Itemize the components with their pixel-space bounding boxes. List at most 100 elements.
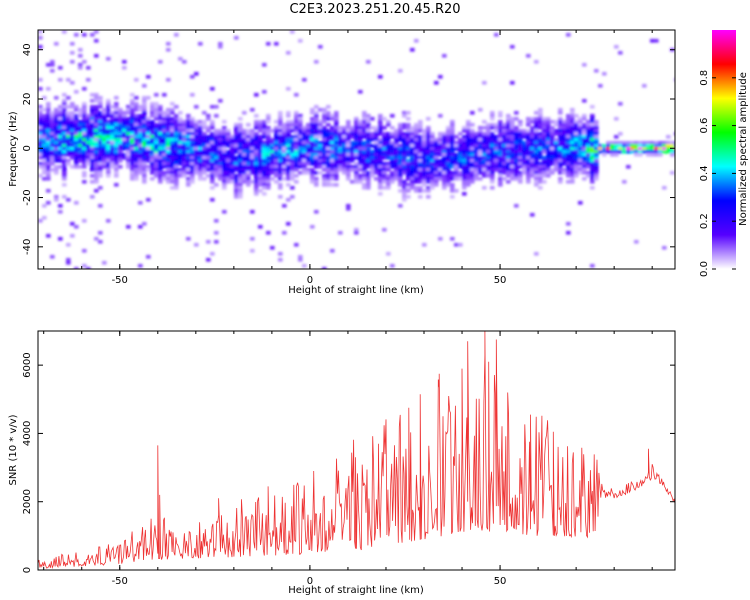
spectrogram-cell <box>546 120 551 124</box>
spectrogram-cell <box>294 129 299 133</box>
spectrogram-cell <box>626 165 631 169</box>
spectrogram-cell <box>294 147 299 151</box>
spectrogram-cell <box>654 144 659 148</box>
spectrogram-cell <box>470 147 475 151</box>
spectrogram-cell <box>230 144 235 148</box>
spectrogram-cell <box>110 111 115 115</box>
spectrogram-cell <box>426 132 431 136</box>
spectrogram-cell <box>366 141 371 145</box>
spectrogram-cell <box>558 111 563 115</box>
spectrogram-cell <box>378 126 383 130</box>
spectrogram-cell <box>130 141 135 145</box>
spectrogram-cell <box>590 156 595 160</box>
spectrogram-cell <box>566 33 571 37</box>
spectrogram-cell <box>466 141 471 145</box>
spectrogram-cell <box>166 144 171 148</box>
spectrogram-cell <box>134 156 139 160</box>
spectrogram-cell <box>566 135 571 139</box>
spectrogram-cell <box>250 165 255 169</box>
spectrogram-cell <box>74 156 79 160</box>
spectrogram-cell <box>518 162 523 166</box>
spectrogram-cell <box>294 243 299 247</box>
spectrogram-cell <box>490 156 495 160</box>
spectrogram-cell <box>142 222 147 226</box>
spectrogram-cell <box>122 120 127 124</box>
spectrogram-cell <box>306 171 311 175</box>
spectrogram-cell <box>430 156 435 160</box>
spectrogram-cell <box>106 156 111 160</box>
spectrogram-cell <box>162 162 167 166</box>
spectrogram-cell <box>502 129 507 133</box>
spectrogram-cell <box>414 39 419 43</box>
spectrogram-cell <box>102 147 107 151</box>
spectrogram-cell <box>130 111 135 115</box>
spectrogram-cell <box>262 183 267 187</box>
spectrogram-cell <box>238 147 243 151</box>
colorbar: 0.00.20.40.60.8 Normalized spectral ampl… <box>699 30 749 277</box>
spectrogram-cell <box>278 138 283 142</box>
spectrogram-cell <box>402 114 407 118</box>
spectrogram-cell <box>274 147 279 151</box>
spectrogram-cell <box>46 63 51 67</box>
spectrogram-cell <box>514 132 519 136</box>
spectrogram-cell <box>94 153 99 157</box>
spectrogram-cell <box>366 123 371 127</box>
spectrogram-cell <box>258 120 263 124</box>
spectrogram-cell <box>510 81 515 85</box>
spectrogram-cell <box>342 159 347 163</box>
spectrogram-cell <box>494 144 499 148</box>
spectrogram-cell <box>470 144 475 148</box>
spectrogram-cell <box>594 156 599 160</box>
spectrogram-cell <box>594 177 599 181</box>
spectrogram-cell <box>514 111 519 115</box>
spectrogram-cell <box>142 102 147 106</box>
spectrogram-cell <box>102 132 107 136</box>
spectrogram-cell <box>298 258 303 262</box>
spectrogram-cell <box>358 126 363 130</box>
spectrogram-cell <box>278 135 283 139</box>
spectrogram-cell <box>414 168 419 172</box>
spectrogram-cell <box>98 96 103 100</box>
spectrogram-cell <box>374 150 379 154</box>
spectrogram-cell <box>322 135 327 139</box>
spectrogram-cell <box>422 183 427 187</box>
spectrogram-cell <box>250 150 255 154</box>
spectrogram-cell <box>598 84 603 88</box>
spectrogram-cell <box>238 174 243 178</box>
spectrogram-cell <box>582 63 587 67</box>
spectrogram-cell <box>174 33 179 37</box>
spectrogram-cell <box>374 135 379 139</box>
spectrogram-cell <box>458 162 463 166</box>
spectrogram-cell <box>382 147 387 151</box>
spectrogram-cell <box>114 123 119 127</box>
spectrogram-cell <box>326 117 331 121</box>
spectrogram-cell <box>402 198 407 202</box>
spectrogram-cell <box>94 96 99 100</box>
spectrogram-cell <box>518 144 523 148</box>
spectrogram-cell <box>566 153 571 157</box>
spectrogram-cell <box>566 129 571 133</box>
spectrogram-cell <box>526 150 531 154</box>
spectrogram-cell <box>486 147 491 151</box>
spectrogram-cell <box>546 147 551 151</box>
spectrogram-cell <box>366 156 371 160</box>
spectrogram-cell <box>74 114 79 118</box>
spectrogram-cell <box>238 171 243 175</box>
spectrogram-cell <box>342 129 347 133</box>
spectrogram-cell <box>574 165 579 169</box>
spectrogram-cell <box>526 138 531 142</box>
spectrogram-cell <box>450 189 455 193</box>
spectrogram-cell <box>58 123 63 127</box>
spectrogram-cell <box>230 141 235 145</box>
spectrogram-cell <box>38 78 43 82</box>
spectrogram-cell <box>442 183 447 187</box>
spectrogram-cell <box>526 144 531 148</box>
spectrogram-cell <box>134 144 139 148</box>
spectrogram-cell <box>46 234 51 238</box>
spectrogram-cell <box>314 180 319 184</box>
spectrogram-cell <box>38 114 43 118</box>
spectrogram-cell <box>318 171 323 175</box>
spectrogram-cell <box>430 177 435 181</box>
spectrogram-y-axis-label: Frequency (Hz) <box>8 111 19 187</box>
spectrogram-cell <box>78 48 83 52</box>
